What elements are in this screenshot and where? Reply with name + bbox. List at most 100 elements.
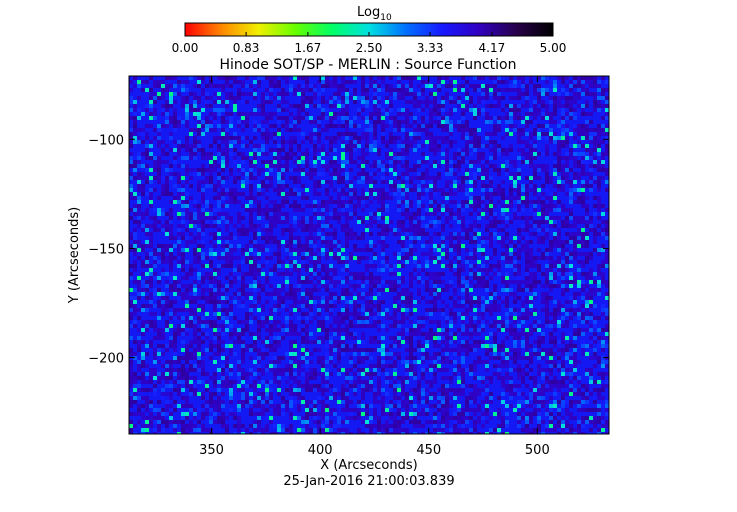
heatmap-cell	[297, 300, 301, 304]
heatmap-cell	[133, 132, 137, 136]
heatmap-cell	[469, 320, 473, 324]
heatmap-cell	[269, 208, 273, 212]
heatmap-cell	[545, 116, 549, 120]
heatmap-cell	[433, 108, 437, 112]
heatmap-cell	[409, 84, 413, 88]
heatmap-cell	[349, 332, 353, 336]
heatmap-cell	[241, 116, 245, 120]
heatmap-cell	[601, 176, 605, 180]
heatmap-cell	[337, 188, 341, 192]
heatmap-cell	[377, 76, 381, 80]
heatmap-cell	[349, 232, 353, 236]
heatmap-cell	[169, 300, 173, 304]
heatmap-cell	[553, 236, 557, 240]
heatmap-cell	[561, 116, 565, 120]
heatmap-cell	[265, 232, 269, 236]
heatmap-cell	[157, 332, 161, 336]
heatmap-cell	[353, 300, 357, 304]
heatmap-cell	[241, 180, 245, 184]
heatmap-cell	[305, 292, 309, 296]
heatmap-cell	[221, 84, 225, 88]
heatmap-cell	[217, 136, 221, 140]
heatmap-cell	[553, 184, 557, 188]
heatmap-cell	[417, 324, 421, 328]
heatmap-cell	[317, 304, 321, 308]
heatmap-cell	[357, 276, 361, 280]
heatmap-cell	[253, 300, 257, 304]
heatmap-cell	[337, 216, 341, 220]
heatmap-cell	[489, 296, 493, 300]
heatmap-cell	[473, 316, 477, 320]
heatmap-cell	[165, 212, 169, 216]
heatmap-cell	[301, 96, 305, 100]
heatmap-cell	[437, 188, 441, 192]
heatmap-cell	[457, 100, 461, 104]
heatmap-cell	[373, 116, 377, 120]
heatmap-cell	[225, 264, 229, 268]
heatmap-cell	[533, 132, 537, 136]
heatmap-cell	[185, 316, 189, 320]
heatmap-cell	[221, 128, 225, 132]
heatmap-cell	[409, 248, 413, 252]
heatmap-cell	[241, 84, 245, 88]
heatmap-cell	[525, 204, 529, 208]
heatmap-cell	[581, 236, 585, 240]
heatmap-cell	[133, 248, 137, 252]
heatmap-cell	[441, 244, 445, 248]
heatmap-cell	[437, 120, 441, 124]
heatmap-cell	[545, 280, 549, 284]
heatmap-cell	[305, 228, 309, 232]
heatmap-cell	[565, 172, 569, 176]
heatmap-cell	[221, 212, 225, 216]
heatmap-cell	[589, 156, 593, 160]
heatmap-cell	[197, 180, 201, 184]
heatmap-cell	[353, 100, 357, 104]
heatmap-cell	[205, 96, 209, 100]
heatmap-cell	[321, 76, 325, 80]
heatmap-cell	[137, 240, 141, 244]
heatmap-cell	[389, 108, 393, 112]
heatmap-cell	[549, 96, 553, 100]
heatmap-cell	[341, 120, 345, 124]
heatmap-cell	[265, 136, 269, 140]
heatmap-cell	[289, 248, 293, 252]
heatmap-cell	[385, 144, 389, 148]
heatmap-cell	[453, 332, 457, 336]
heatmap-cell	[401, 84, 405, 88]
heatmap-cell	[345, 96, 349, 100]
heatmap-cell	[169, 244, 173, 248]
heatmap-cell	[421, 88, 425, 92]
heatmap-cell	[265, 96, 269, 100]
heatmap-cell	[177, 192, 181, 196]
heatmap-cell	[245, 228, 249, 232]
heatmap-cell	[245, 316, 249, 320]
heatmap-cell	[277, 288, 281, 292]
heatmap-cell	[513, 316, 517, 320]
heatmap-cell	[353, 132, 357, 136]
heatmap-cell	[457, 176, 461, 180]
heatmap-cell	[285, 116, 289, 120]
heatmap-cell	[541, 200, 545, 204]
heatmap-cell	[545, 92, 549, 96]
heatmap-cell	[473, 104, 477, 108]
heatmap-cell	[597, 84, 601, 88]
heatmap-cell	[309, 148, 313, 152]
heatmap-cell	[177, 232, 181, 236]
heatmap-cell	[313, 160, 317, 164]
heatmap-cell	[501, 340, 505, 344]
heatmap-cell	[485, 84, 489, 88]
heatmap-cell	[145, 108, 149, 112]
heatmap-cell	[257, 104, 261, 108]
heatmap-cell	[377, 348, 381, 352]
heatmap-cell	[445, 304, 449, 308]
heatmap-cell	[449, 108, 453, 112]
heatmap-cell	[233, 328, 237, 332]
heatmap-cell	[321, 160, 325, 164]
heatmap-cell	[453, 84, 457, 88]
heatmap-cell	[265, 240, 269, 244]
heatmap-cell	[513, 300, 517, 304]
heatmap-cell	[313, 104, 317, 108]
heatmap-cell	[557, 104, 561, 108]
heatmap-cell	[357, 216, 361, 220]
heatmap-cell	[357, 96, 361, 100]
